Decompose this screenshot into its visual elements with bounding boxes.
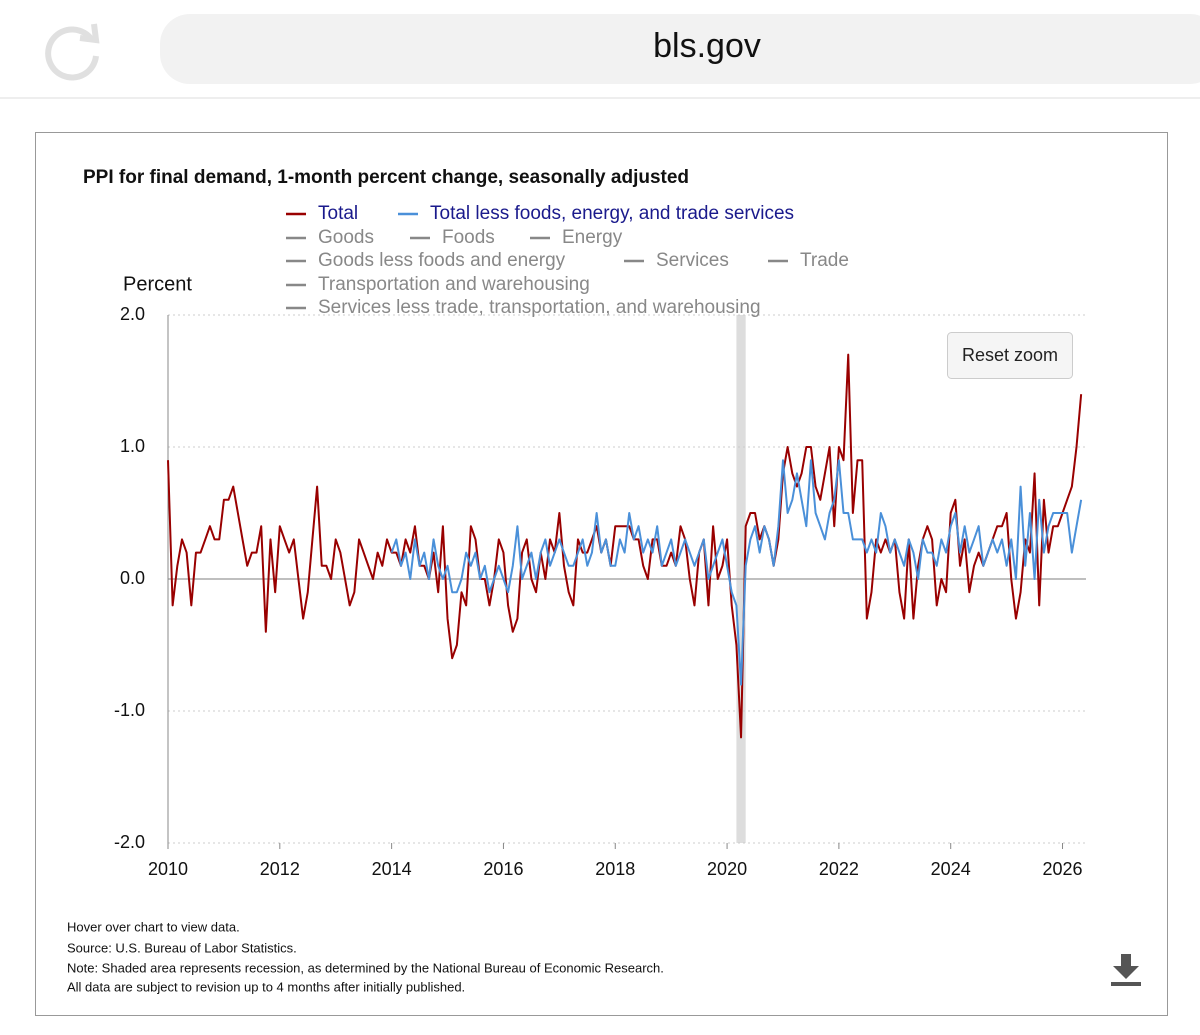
- x-tick-label: 2016: [483, 859, 523, 879]
- legend-item[interactable]: Trade: [768, 250, 849, 271]
- x-tick-label: 2018: [595, 859, 635, 879]
- legend-item[interactable]: Energy: [530, 227, 623, 248]
- legend-label[interactable]: Transportation and warehousing: [318, 274, 590, 295]
- legend-item[interactable]: Foods: [410, 227, 495, 248]
- legend-label[interactable]: Total: [318, 203, 358, 224]
- legend-item[interactable]: Total less foods, energy, and trade serv…: [398, 203, 794, 224]
- legend-label[interactable]: Services less trade, transportation, and…: [318, 297, 761, 318]
- legend-label[interactable]: Services: [656, 250, 729, 271]
- legend-label[interactable]: Total less foods, energy, and trade serv…: [430, 203, 794, 224]
- chart-box: [35, 132, 1168, 1016]
- y-tick-label: 1.0: [120, 436, 145, 456]
- x-tick-label: 2014: [372, 859, 412, 879]
- legend-label[interactable]: Trade: [800, 250, 849, 271]
- x-tick-label: 2024: [931, 859, 971, 879]
- chart-title: PPI for final demand, 1-month percent ch…: [83, 167, 689, 188]
- legend-item[interactable]: Services: [624, 250, 729, 271]
- legend-label[interactable]: Energy: [562, 227, 623, 248]
- note: Source: U.S. Bureau of Labor Statistics.: [67, 940, 297, 955]
- legend-label[interactable]: Goods: [318, 227, 374, 248]
- legend-item[interactable]: Goods: [286, 227, 374, 248]
- y-axis-label: Percent: [123, 273, 192, 295]
- legend-item[interactable]: Services less trade, transportation, and…: [286, 297, 761, 318]
- y-tick-label: 0.0: [120, 568, 145, 588]
- x-tick-label: 2012: [260, 859, 300, 879]
- series-line: [390, 459, 1083, 686]
- note: All data are subject to revision up to 4…: [67, 979, 465, 994]
- legend-item[interactable]: Goods less foods and energy: [286, 250, 566, 271]
- x-tick-label: 2020: [707, 859, 747, 879]
- legend-label[interactable]: Foods: [442, 227, 495, 248]
- button-box[interactable]: [947, 332, 1073, 379]
- download-icon[interactable]: [1111, 954, 1141, 986]
- x-tick-label: 2026: [1042, 859, 1082, 879]
- y-tick-label: -1.0: [114, 700, 145, 720]
- reset-zoom-button[interactable]: Reset zoom: [947, 332, 1073, 379]
- note: Hover over chart to view data.: [67, 919, 240, 934]
- y-tick-label: -2.0: [114, 832, 145, 852]
- legend-label[interactable]: Goods less foods and energy: [318, 250, 566, 271]
- note: Note: Shaded area represents recession, …: [67, 960, 664, 975]
- button-label[interactable]: Reset zoom: [962, 345, 1058, 365]
- plot: -2.0 -1.0 0.0 1.0 2.0 2010 2012 2014 2016 2018 202…: [114, 304, 1086, 879]
- legend-item[interactable]: Total: [286, 203, 358, 224]
- legend-item[interactable]: Transportation and warehousing: [286, 274, 590, 295]
- x-tick-label: 2010: [148, 859, 188, 879]
- url-text: bls.gov: [653, 27, 761, 65]
- url-bar[interactable]: [160, 14, 1200, 84]
- x-tick-label: 2022: [819, 859, 859, 879]
- series-line: [167, 353, 1083, 739]
- reload-icon[interactable]: [45, 23, 100, 81]
- y-tick-label: 2.0: [120, 304, 145, 324]
